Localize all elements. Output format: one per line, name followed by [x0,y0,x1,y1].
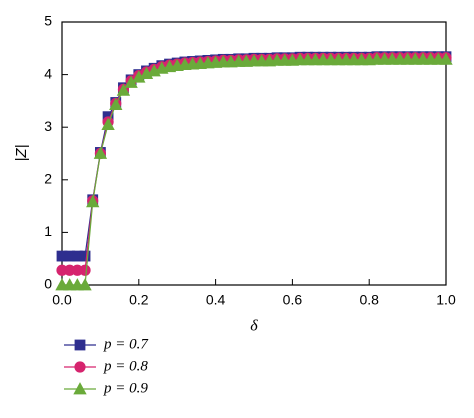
data-point [439,52,453,65]
x-tick-label: 1.0 [436,292,456,308]
data-point [79,264,91,276]
data-point [78,278,92,291]
x-tick-label: 0.2 [129,292,149,308]
data-point [86,195,100,208]
y-tick-label: 4 [44,65,52,81]
data-point [93,146,108,159]
data-point [109,97,123,110]
y-tick-label: 1 [44,223,52,239]
data-point [79,250,91,262]
legend-marker [74,361,86,373]
y-tick-label: 2 [44,171,52,187]
y-tick-label: 5 [44,13,52,29]
x-tick-label: 0.0 [52,292,72,308]
x-axis-label: δ [250,318,258,335]
legend-marker [74,339,86,351]
plot-frame [61,21,447,286]
legend-marker [73,382,87,395]
y-axis-label: |Z| [13,145,30,162]
legend-label: p = 0.8 [103,358,148,374]
x-tick-label: 0.4 [206,292,226,308]
y-tick-label: 0 [44,276,52,292]
y-tick-label: 3 [44,118,52,134]
legend-label: p = 0.7 [103,336,149,352]
x-tick-label: 0.6 [283,292,303,308]
data-point [116,83,131,96]
x-tick-label: 0.8 [359,292,379,308]
legend-label: p = 0.9 [103,380,148,396]
data-point [101,117,115,130]
